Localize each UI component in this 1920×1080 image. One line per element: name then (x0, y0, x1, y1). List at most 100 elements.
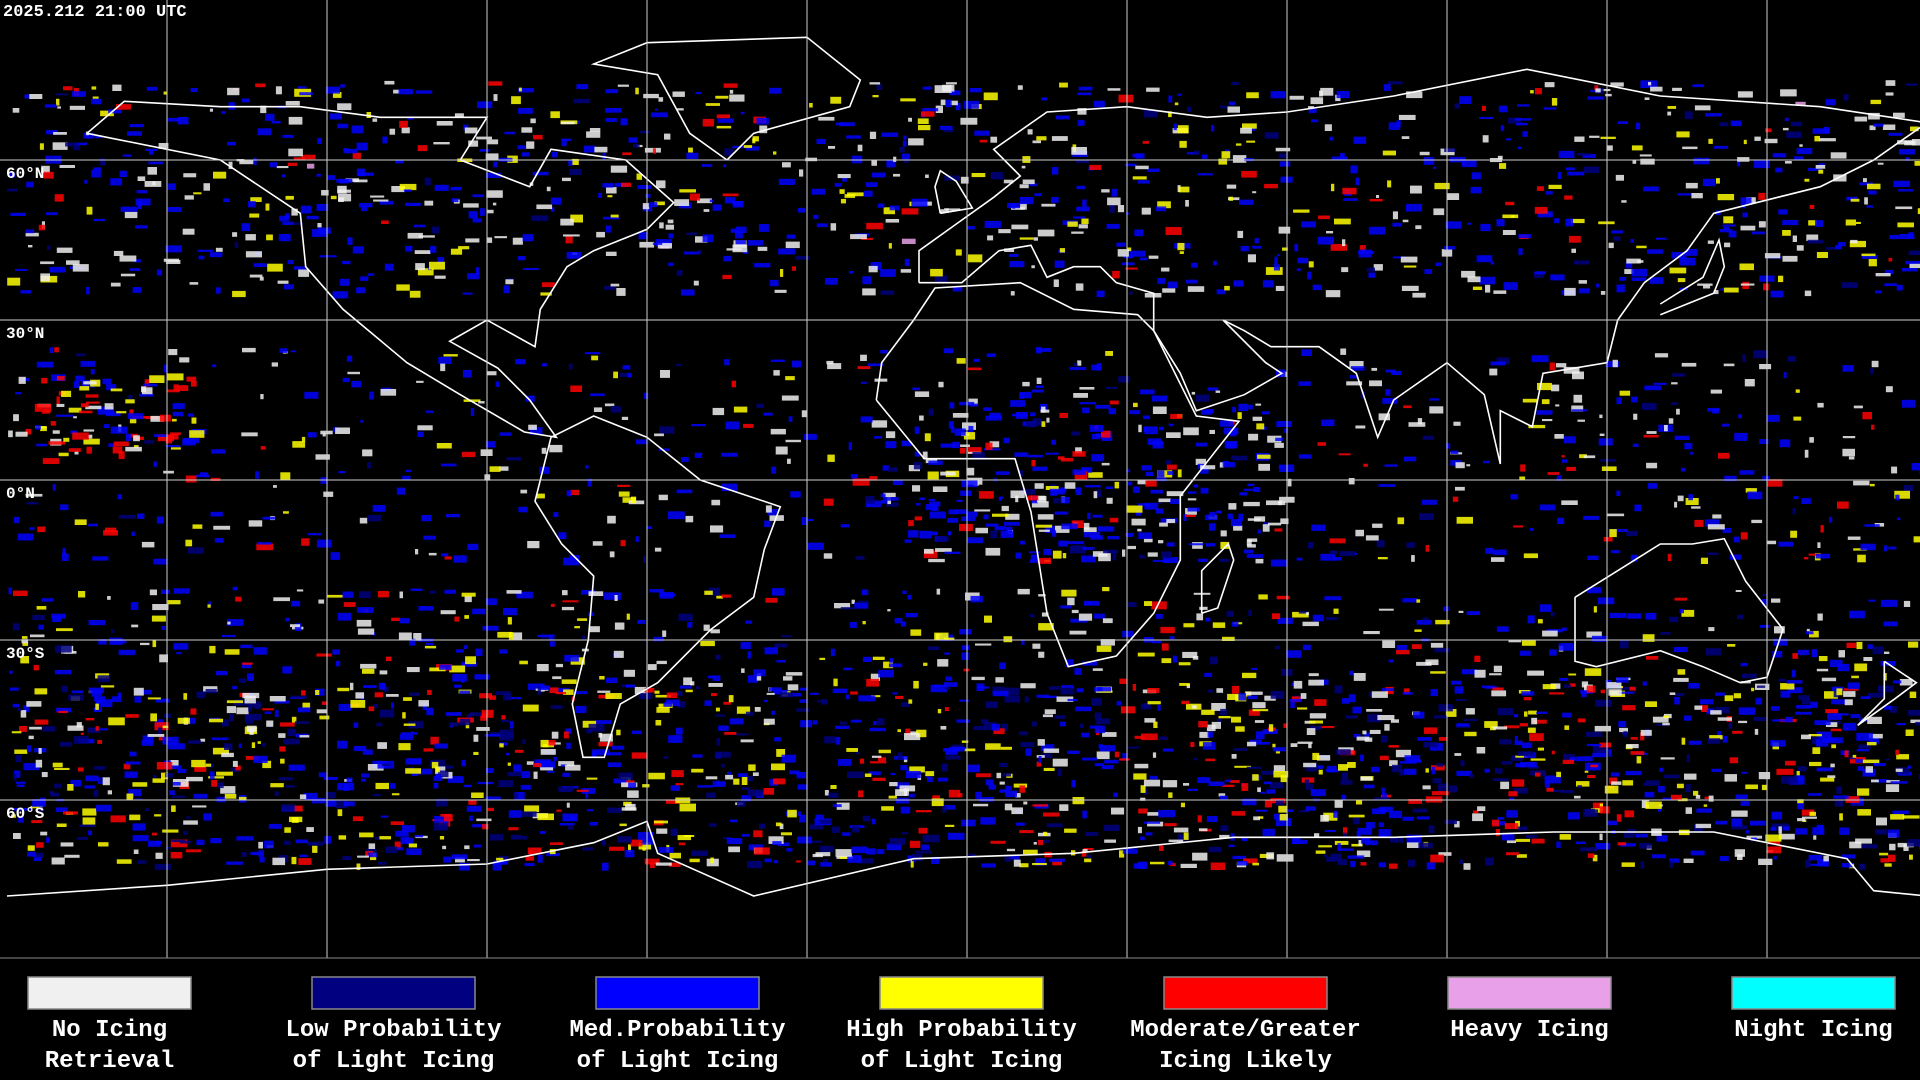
icing-patch (224, 743, 233, 750)
icing-patch (1714, 145, 1729, 149)
icing-patch (649, 862, 655, 869)
icing-patch (85, 718, 95, 721)
icing-patch (1112, 270, 1120, 279)
icing-patch (1257, 787, 1261, 793)
icing-patch (1004, 687, 1019, 696)
icing-patch (368, 852, 377, 858)
icing-patch (1109, 400, 1119, 405)
icing-patch (224, 794, 237, 799)
icing-patch (1074, 471, 1088, 480)
icing-patch (652, 148, 656, 154)
icing-patch (281, 174, 286, 178)
icing-patch (561, 679, 577, 684)
icing-patch (1534, 271, 1546, 275)
icing-patch (672, 91, 685, 97)
icing-patch (1780, 683, 1795, 690)
icing-patch (1067, 750, 1080, 754)
icing-patch (1069, 366, 1087, 371)
icing-patch (568, 826, 574, 830)
icing-patch (485, 153, 499, 161)
icing-patch (1205, 758, 1215, 762)
icing-patch (1120, 706, 1136, 714)
icing-patch (253, 755, 268, 763)
icing-patch (1766, 479, 1783, 487)
icing-patch (1471, 172, 1481, 180)
icing-patch (1276, 800, 1285, 806)
icing-patch (288, 116, 303, 125)
icing-patch (922, 834, 940, 843)
icing-patch (648, 772, 665, 780)
icing-patch (1096, 363, 1102, 371)
icing-patch (1898, 189, 1914, 192)
icing-patch (210, 477, 221, 481)
icing-patch (1027, 495, 1039, 501)
icing-patch (1168, 792, 1173, 798)
icing-patch (927, 471, 939, 480)
icing-patch (171, 795, 186, 798)
icing-patch (1578, 288, 1590, 294)
icing-patch (936, 536, 949, 542)
icing-patch (1040, 753, 1053, 758)
icing-patch (1506, 810, 1518, 818)
icing-patch (499, 466, 509, 471)
icing-patch (1511, 779, 1525, 787)
icing-patch (454, 684, 462, 688)
icing-patch (871, 755, 882, 758)
icing-patch (266, 234, 273, 241)
icing-patch (1461, 270, 1476, 278)
icing-patch (1392, 256, 1407, 259)
icing-patch (1359, 245, 1366, 251)
icing-patch (1325, 290, 1341, 298)
icing-patch (1059, 412, 1068, 418)
icing-patch (1911, 463, 1920, 471)
icing-patch (503, 694, 512, 701)
icing-patch (1742, 212, 1748, 218)
icing-patch (630, 839, 643, 847)
icing-patch (26, 501, 39, 505)
icing-patch (962, 645, 970, 651)
icing-patch (1059, 804, 1069, 811)
icing-patch (1108, 408, 1116, 415)
icing-patch (599, 733, 613, 742)
icing-patch (1528, 424, 1546, 429)
icing-patch (1724, 695, 1734, 702)
icing-patch (1157, 278, 1166, 284)
icing-patch (1429, 406, 1444, 414)
icing-patch (58, 452, 69, 457)
icing-patch (1458, 610, 1464, 613)
icing-patch (368, 843, 376, 849)
icing-patch (183, 820, 198, 825)
icing-patch (464, 615, 469, 619)
icing-patch (540, 767, 554, 771)
icing-patch (1599, 433, 1605, 436)
icing-patch (1519, 761, 1537, 768)
icing-patch (1222, 784, 1235, 787)
icing-patch (498, 780, 513, 788)
icing-patch (1317, 442, 1327, 446)
icing-patch (586, 729, 592, 734)
icing-patch (1819, 825, 1823, 834)
icing-patch (1567, 171, 1585, 176)
icing-patch (1399, 761, 1417, 764)
icing-patch (207, 604, 211, 608)
icing-patch (1855, 759, 1864, 763)
icing-patch (874, 436, 883, 439)
icing-patch (823, 858, 828, 862)
icing-patch (1879, 852, 1889, 856)
icing-patch (110, 426, 128, 434)
icing-patch (1723, 216, 1734, 224)
icing-patch (1286, 650, 1302, 658)
icing-patch (1273, 765, 1286, 772)
icing-patch (1132, 153, 1142, 158)
icing-patch (56, 628, 73, 632)
icing-patch (1455, 486, 1465, 491)
icing-patch (1105, 351, 1113, 356)
icing-patch (1422, 617, 1429, 621)
icing-patch (353, 179, 368, 183)
icing-patch (848, 271, 854, 274)
icing-patch (1723, 287, 1739, 293)
icing-patch (961, 819, 976, 827)
icing-patch (1896, 517, 1901, 521)
icing-patch (1408, 422, 1426, 427)
icing-patch (403, 723, 416, 726)
